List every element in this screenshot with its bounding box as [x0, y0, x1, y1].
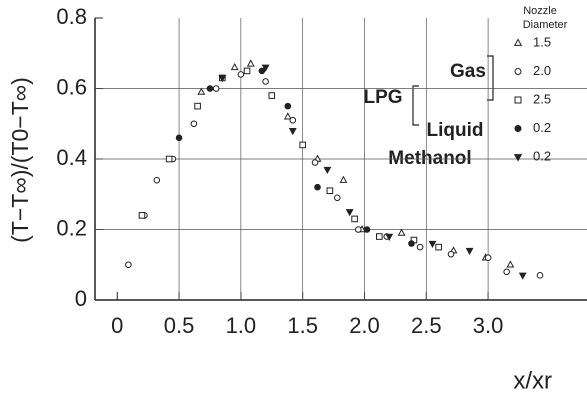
legend-title: Diameter — [523, 19, 568, 31]
marker — [465, 247, 474, 256]
marker — [435, 243, 442, 251]
y-tick-label: 0.6 — [56, 74, 87, 99]
marker — [397, 228, 406, 236]
y-tick-label: 0.4 — [56, 145, 87, 170]
legend-label: 2.5 — [533, 91, 551, 106]
marker — [333, 194, 341, 202]
x-tick-label: 1.5 — [287, 313, 318, 338]
marker — [345, 209, 354, 217]
marker — [237, 71, 245, 78]
marker — [416, 243, 424, 251]
marker — [484, 254, 492, 262]
marker — [153, 176, 161, 184]
x-axis-label: x/xr — [513, 367, 552, 394]
marker — [246, 59, 255, 67]
x-tick-label: 2.0 — [349, 313, 380, 338]
x-tick-label: 2.5 — [411, 313, 442, 338]
marker — [268, 92, 276, 99]
y-axis-label: (T−T∞)/(T0−T∞) — [7, 77, 33, 243]
marker — [339, 175, 348, 183]
marker — [206, 85, 214, 92]
marker — [536, 272, 544, 279]
legend-marker — [514, 125, 522, 132]
legend-bracket — [412, 85, 419, 126]
marker — [258, 67, 266, 75]
legend-marker — [513, 154, 523, 162]
marker — [194, 102, 201, 110]
marker — [351, 215, 358, 223]
x-tick-label: 0 — [111, 313, 123, 338]
y-tick-label: 0 — [75, 286, 87, 311]
legend-label: 1.5 — [533, 34, 551, 49]
marker — [190, 120, 198, 128]
legend-bracket — [487, 55, 494, 101]
marker — [506, 260, 515, 268]
marker — [284, 102, 292, 110]
marker — [138, 212, 146, 219]
marker — [503, 268, 510, 276]
legend-group: Methanol — [388, 148, 471, 169]
x-tick-label: 1.0 — [226, 313, 257, 338]
marker — [385, 233, 394, 241]
marker — [299, 141, 306, 149]
marker — [518, 272, 527, 280]
legend-marker — [513, 38, 523, 46]
legend-label: 2.0 — [533, 63, 551, 78]
marker — [447, 250, 455, 258]
marker — [428, 240, 437, 248]
legend-group: Gas — [450, 61, 486, 82]
marker — [376, 233, 383, 240]
marker — [125, 261, 132, 269]
marker — [262, 78, 269, 85]
marker — [165, 155, 173, 163]
legend-label: 0.2 — [533, 148, 551, 163]
marker — [288, 128, 297, 136]
marker — [314, 183, 321, 191]
legend-label: 0.2 — [533, 120, 551, 135]
marker — [283, 112, 292, 120]
x-tick-label: 0.5 — [164, 313, 195, 338]
legend-marker — [514, 96, 522, 104]
legend-group: Liquid — [427, 120, 484, 141]
legend-marker — [514, 68, 522, 75]
marker — [197, 87, 206, 95]
marker — [212, 85, 220, 92]
marker — [218, 75, 227, 83]
marker — [355, 226, 362, 233]
marker — [326, 187, 334, 195]
marker — [323, 166, 332, 174]
x-tick-label: 3.0 — [473, 313, 504, 338]
marker — [289, 116, 297, 124]
legend-group: LPG — [363, 87, 402, 108]
marker — [261, 64, 270, 72]
marker — [230, 62, 239, 71]
y-tick-label: 0.8 — [56, 4, 87, 29]
marker — [175, 134, 183, 142]
marker — [243, 67, 251, 75]
marker — [408, 240, 415, 247]
y-tick-label: 0.2 — [56, 215, 87, 240]
marker — [363, 226, 371, 233]
legend-title: Nozzle — [523, 5, 557, 17]
marker — [311, 159, 319, 166]
